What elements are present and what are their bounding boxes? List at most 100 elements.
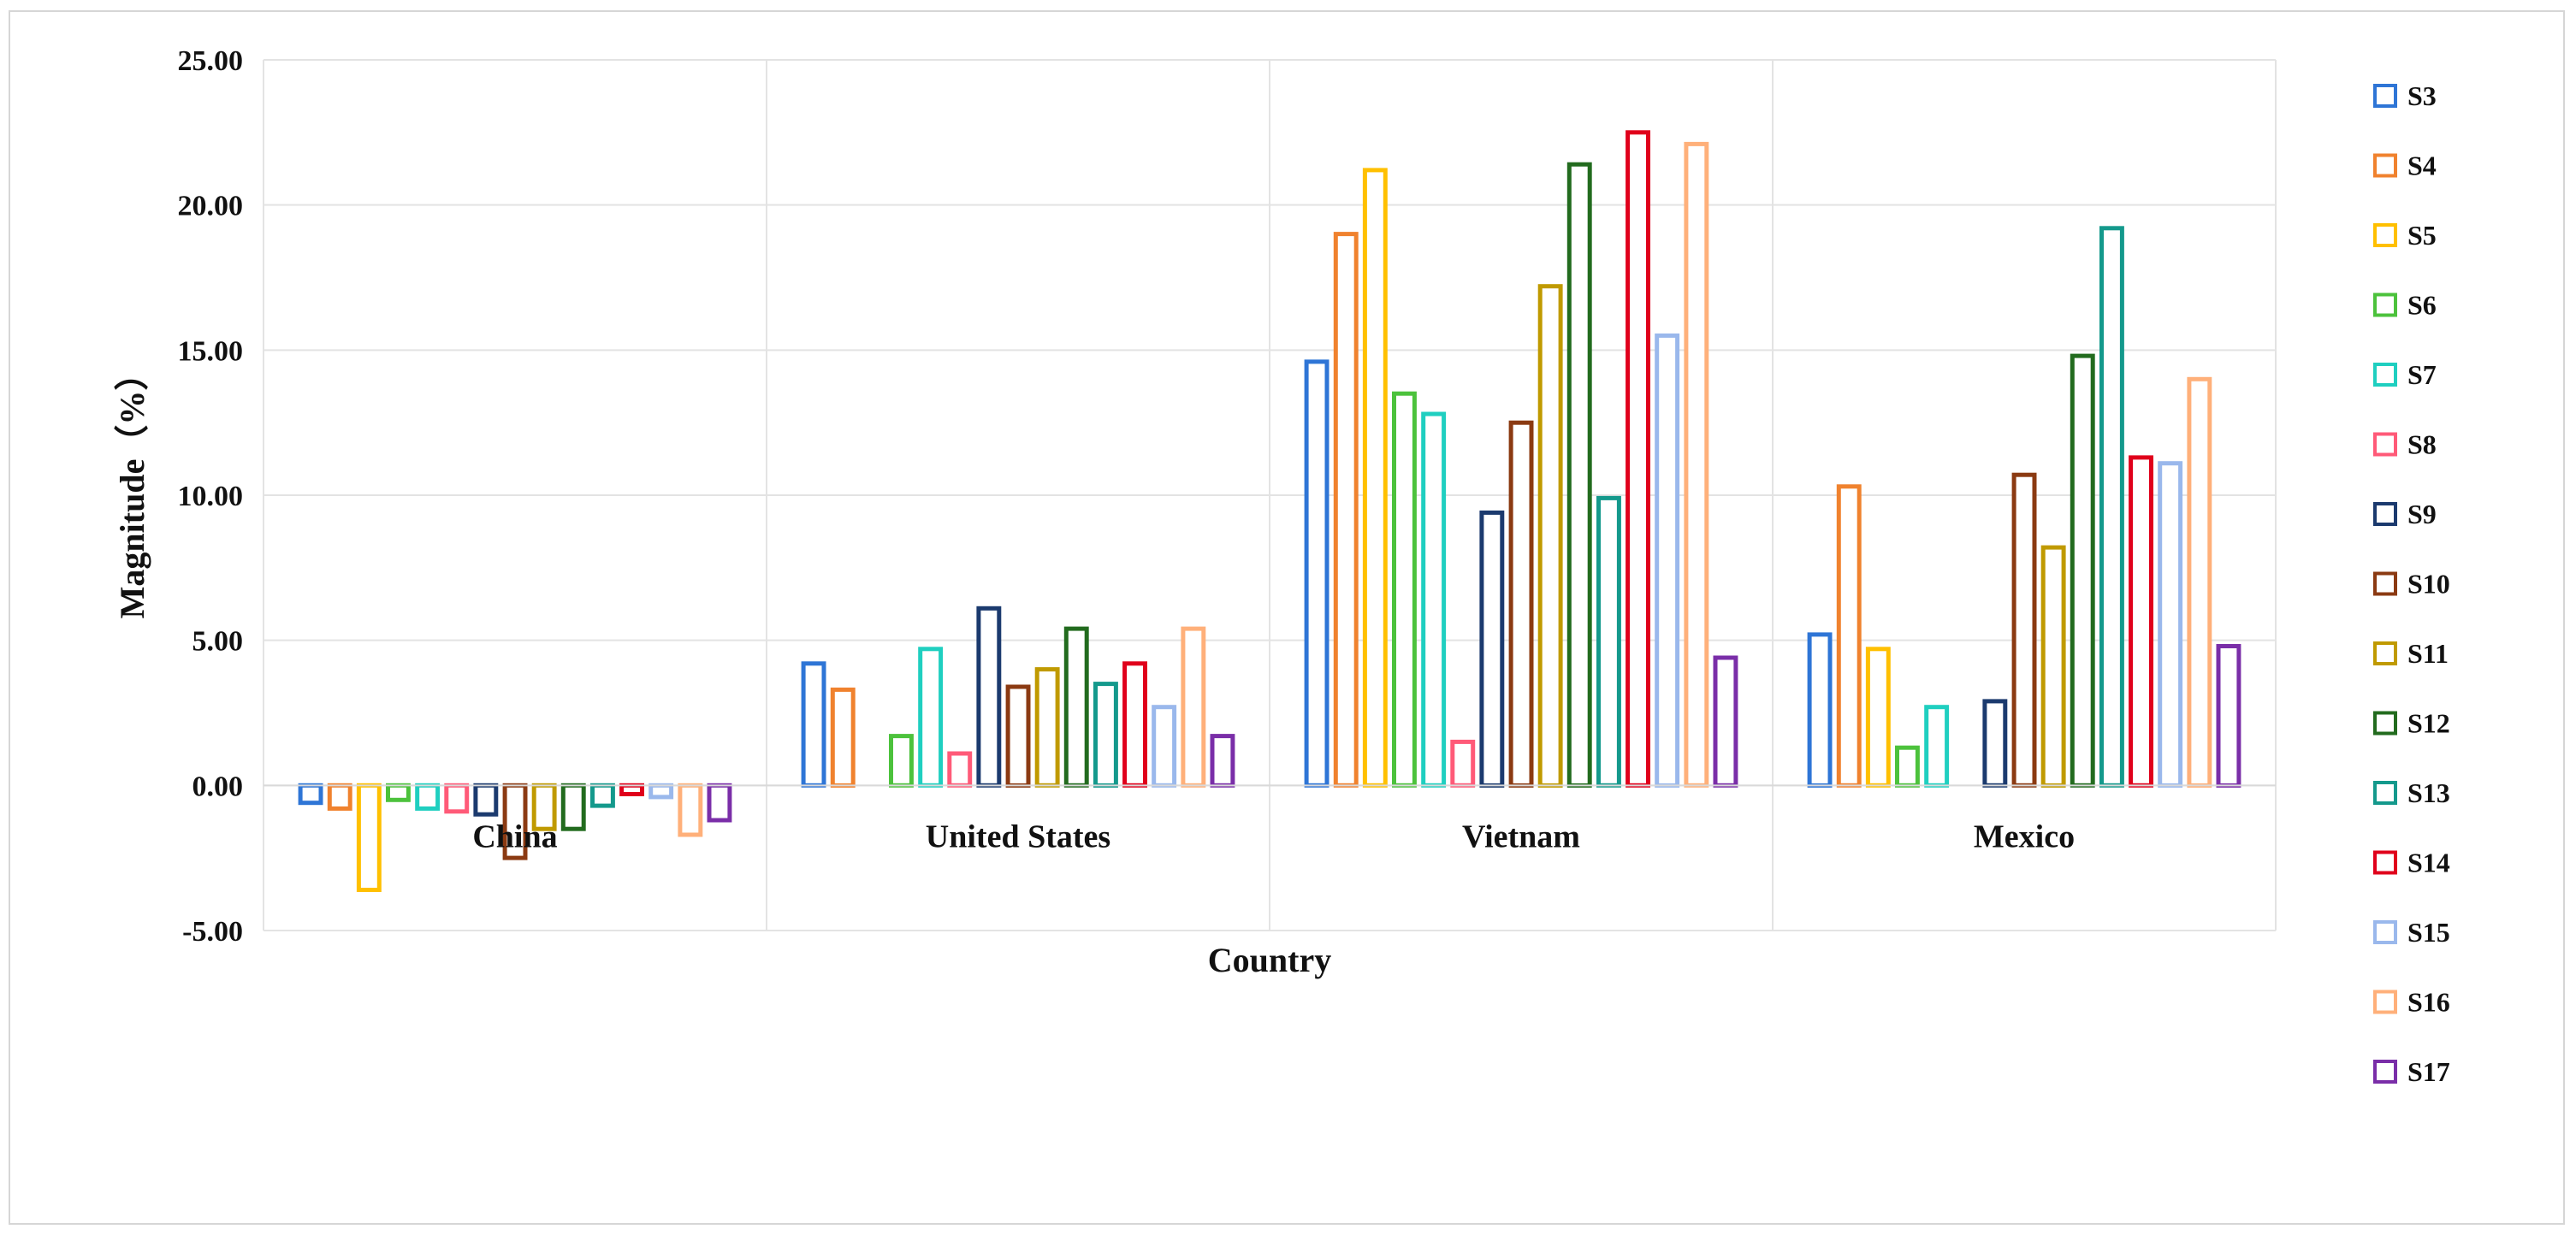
bar-s8-vietnam xyxy=(1450,739,1476,788)
bar-s17-china xyxy=(707,783,732,823)
legend-swatch-s17 xyxy=(2373,1060,2397,1084)
bar-s13-mexico xyxy=(2099,226,2124,788)
legend-swatch-s3 xyxy=(2373,84,2397,108)
bar-s7-mexico xyxy=(1924,705,1950,788)
legend-label-s3: S3 xyxy=(2407,80,2437,111)
bar-s7-vietnam xyxy=(1421,411,1447,788)
bars xyxy=(264,130,2276,892)
y-tick-label: 5.00 xyxy=(192,626,244,658)
legend-swatch-s11 xyxy=(2373,641,2397,665)
bar-s4-mexico xyxy=(1836,484,1862,788)
legend-label-s17: S17 xyxy=(2407,1056,2450,1087)
bar-s16-vietnam xyxy=(1684,141,1709,788)
legend-swatch-s12 xyxy=(2373,711,2397,736)
bar-s3-mexico xyxy=(1807,632,1833,788)
bar-s15-mexico xyxy=(2158,461,2183,788)
legend-label-s11: S11 xyxy=(2407,638,2449,669)
y-tick-label: 15.00 xyxy=(178,335,244,367)
legend-label-s8: S8 xyxy=(2407,429,2437,460)
bar-s5-mexico xyxy=(1865,647,1891,788)
bar-s3-united-states xyxy=(801,661,826,788)
bar-s12-united-states xyxy=(1063,626,1089,788)
bar-s8-china xyxy=(444,783,470,814)
bar-s12-vietnam xyxy=(1566,162,1592,788)
legend-label-s14: S14 xyxy=(2407,848,2450,878)
legend-swatch-s5 xyxy=(2373,223,2397,247)
bar-s3-china xyxy=(298,783,323,806)
bar-s6-mexico xyxy=(1895,745,1920,788)
bar-s15-united-states xyxy=(1152,705,1177,788)
bar-s14-mexico xyxy=(2129,455,2154,788)
bar-s17-vietnam xyxy=(1713,655,1738,788)
bar-s9-mexico xyxy=(1982,699,2008,788)
legend-swatch-s7 xyxy=(2373,363,2397,387)
bar-s16-united-states xyxy=(1181,626,1206,788)
bar-s13-vietnam xyxy=(1596,495,1621,788)
bar-s14-united-states xyxy=(1122,661,1147,788)
y-axis-ticks: 25.00 20.00 15.00 10.00 5.00 0.00 -5.00 xyxy=(178,45,244,948)
bar-s12-mexico xyxy=(2070,353,2095,788)
bar-s17-united-states xyxy=(1210,734,1235,788)
category-label: Vietnam xyxy=(1462,818,1580,854)
legend-swatch-s16 xyxy=(2373,990,2397,1014)
bar-s10-mexico xyxy=(2011,472,2037,788)
x-axis-label: Country xyxy=(1208,941,1331,979)
bar-s11-vietnam xyxy=(1537,284,1563,788)
legend-swatch-s14 xyxy=(2373,850,2397,875)
legend-swatch-s9 xyxy=(2373,502,2397,526)
category-labels: China United States Vietnam Mexico xyxy=(472,818,2075,854)
legend-label-s10: S10 xyxy=(2407,569,2450,600)
legend-swatch-s15 xyxy=(2373,920,2397,944)
category-label: Mexico xyxy=(1974,818,2075,854)
bar-s9-united-states xyxy=(976,606,1002,788)
y-tick-label: 20.00 xyxy=(178,191,244,222)
bar-s5-vietnam xyxy=(1362,168,1388,788)
legend-label-s12: S12 xyxy=(2407,708,2450,739)
bar-s14-vietnam xyxy=(1626,130,1650,788)
legend-label-s6: S6 xyxy=(2407,290,2437,321)
bar-s13-china xyxy=(590,783,615,808)
bar-s16-mexico xyxy=(2187,376,2212,788)
y-axis-label: Magnitude（%） xyxy=(113,357,151,619)
legend-label-s15: S15 xyxy=(2407,917,2450,948)
legend-label-s7: S7 xyxy=(2407,359,2437,390)
y-tick-label: 10.00 xyxy=(178,481,244,512)
y-tick-label: -5.00 xyxy=(182,916,243,948)
bar-s9-vietnam xyxy=(1479,510,1505,788)
category-label: China xyxy=(472,818,557,854)
bar-s3-vietnam xyxy=(1304,359,1329,788)
bar-s10-vietnam xyxy=(1508,420,1534,788)
bar-s6-china xyxy=(386,783,411,802)
bar-s17-mexico xyxy=(2216,644,2241,788)
legend-swatch-s4 xyxy=(2373,153,2397,178)
bar-s6-united-states xyxy=(889,734,914,788)
legend-swatch-s13 xyxy=(2373,781,2397,805)
bar-s10-united-states xyxy=(1005,684,1031,788)
bar-s4-united-states xyxy=(830,687,856,788)
bar-s7-united-states xyxy=(918,647,944,788)
y-tick-label: 25.00 xyxy=(178,45,244,77)
bar-s6-vietnam xyxy=(1392,391,1417,788)
legend: S3 S4 S5 S6 S7 S8 S9 S10 S11 S12 S13 S14 S15 S16 S17 xyxy=(2373,80,2450,1087)
bar-s9-china xyxy=(473,783,499,817)
bar-s15-vietnam xyxy=(1655,333,1680,788)
legend-label-s13: S13 xyxy=(2407,777,2450,808)
category-label: United States xyxy=(926,818,1110,854)
bar-s8-united-states xyxy=(947,751,973,788)
legend-swatch-s10 xyxy=(2373,571,2397,596)
bar-s13-united-states xyxy=(1093,682,1118,788)
y-tick-label: 0.00 xyxy=(192,771,244,802)
bar-s12-china xyxy=(560,783,586,831)
legend-swatch-s6 xyxy=(2373,292,2397,317)
bar-s14-china xyxy=(619,783,644,796)
legend-swatch-s8 xyxy=(2373,432,2397,457)
legend-label-s16: S16 xyxy=(2407,987,2450,1018)
bar-s7-china xyxy=(415,783,441,811)
bar-s5-china xyxy=(356,783,382,892)
legend-label-s4: S4 xyxy=(2407,151,2437,181)
bar-s15-china xyxy=(648,783,674,800)
bar-s11-united-states xyxy=(1034,667,1060,788)
bar-s16-china xyxy=(678,783,703,837)
bar-s11-mexico xyxy=(2040,545,2066,788)
